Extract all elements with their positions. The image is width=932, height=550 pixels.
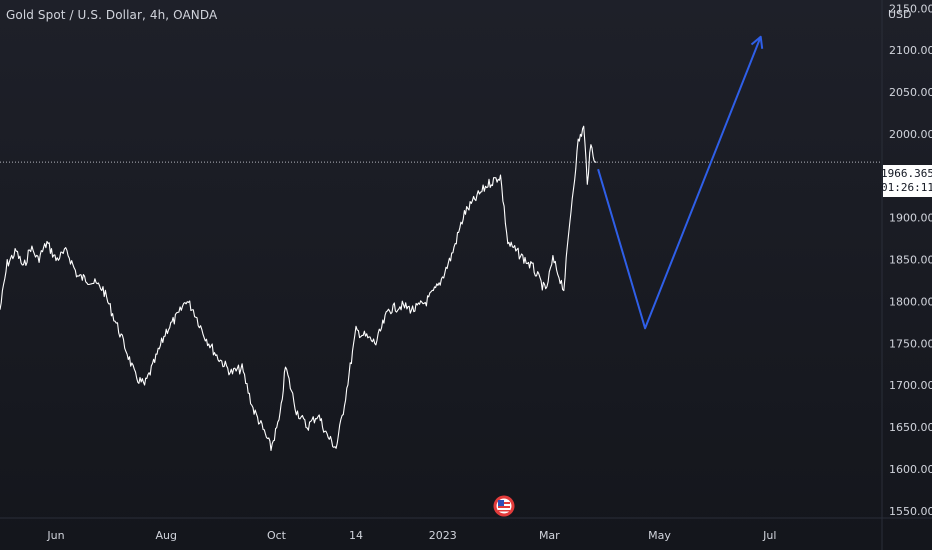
time-tick-label: May — [648, 529, 671, 542]
price-tick-label: 1600.000 — [889, 463, 932, 476]
last-price-tag: 1966.365 01:26:11 — [881, 165, 932, 197]
price-tick-label: 1550.000 — [889, 505, 932, 518]
forecast-arrow-path — [597, 36, 762, 330]
time-tick-label: 2023 — [429, 529, 457, 542]
time-tick-label: 14 — [349, 529, 363, 542]
time-tick-label: Jun — [46, 529, 64, 542]
price-tick-label: 2000.000 — [889, 128, 932, 141]
price-tick-label: 2150.000 — [889, 2, 932, 15]
us-flag-event-icon[interactable] — [493, 495, 515, 517]
price-tick-label: 1850.000 — [889, 254, 932, 267]
price-tick-label: 1650.000 — [889, 421, 932, 434]
time-tick-label: Aug — [156, 529, 177, 542]
chart-title: Gold Spot / U.S. Dollar, 4h, OANDA — [6, 8, 218, 22]
time-tick-label: Oct — [267, 529, 287, 542]
price-tick-label: 1900.000 — [889, 212, 932, 225]
last-price-value: 1966.365 — [881, 167, 932, 180]
time-tick-label: Jul — [762, 529, 776, 542]
price-tick-label: 2100.000 — [889, 44, 932, 57]
price-series-line — [0, 125, 597, 451]
currency-unit: USD — [888, 8, 912, 21]
forecast-arrowhead — [750, 35, 764, 49]
price-tick-label: 1750.000 — [889, 337, 932, 350]
time-tick-label: Mar — [539, 529, 560, 542]
price-tick-label: 2050.000 — [889, 86, 932, 99]
bar-countdown: 01:26:11 — [881, 181, 932, 194]
price-tick-label: 1700.000 — [889, 379, 932, 392]
price-tick-label: 1800.000 — [889, 295, 932, 308]
